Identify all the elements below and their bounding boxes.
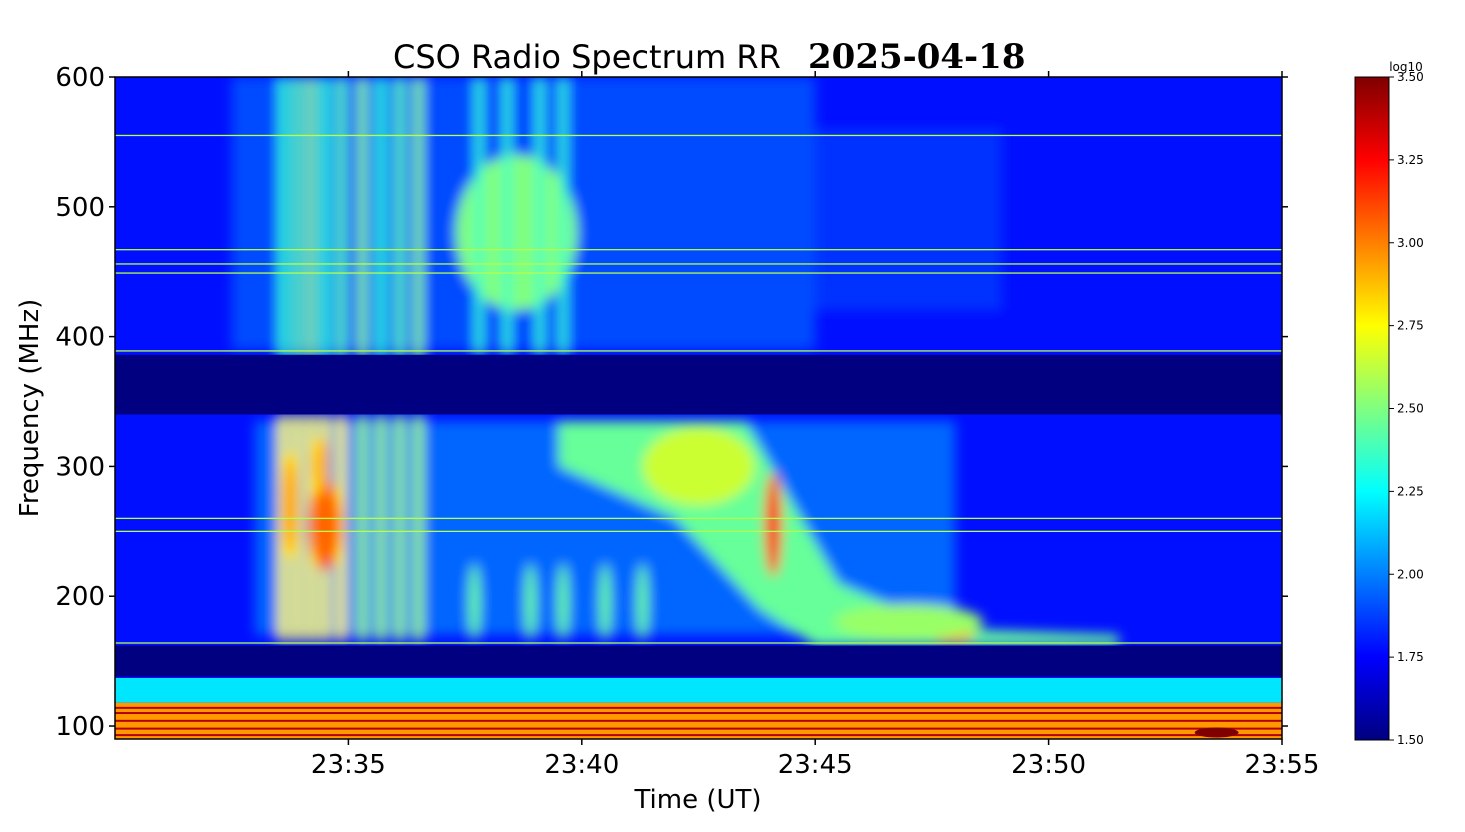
broadband-emission bbox=[455, 154, 578, 311]
burst-stripe-upper bbox=[337, 77, 346, 363]
colorbar-tick-label: 1.75 bbox=[1397, 650, 1424, 664]
burst-peak-2 bbox=[283, 453, 298, 558]
burst-peak-1 bbox=[308, 479, 342, 571]
emission-layer bbox=[231, 77, 1119, 646]
rfi-line bbox=[115, 727, 1282, 730]
x-tick-label: 23:50 bbox=[1011, 750, 1086, 780]
burst-peak-3 bbox=[311, 437, 329, 495]
chart-title: CSO Radio Spectrum RR bbox=[393, 38, 781, 76]
colorbar-tick-label: 2.75 bbox=[1397, 319, 1424, 333]
x-axis-label: Time (UT) bbox=[633, 785, 761, 815]
rfi-line bbox=[115, 719, 1282, 722]
burst-stripe-upper bbox=[292, 77, 302, 363]
y-axis-label: Frequency (MHz) bbox=[15, 299, 45, 518]
x-tick-label: 23:40 bbox=[544, 750, 619, 780]
burst-stripe-upper bbox=[376, 77, 386, 363]
colorbar-tick-label: 1.50 bbox=[1397, 733, 1424, 747]
drift-core bbox=[642, 427, 755, 506]
x-tick-label: 23:55 bbox=[1245, 750, 1320, 780]
x-axis: 23:35 23:40 23:45 23:50 23:55 bbox=[311, 71, 1320, 780]
interference-line bbox=[115, 263, 1282, 265]
burst-stripe-lower bbox=[357, 414, 368, 642]
plot-frame bbox=[114, 76, 1283, 740]
burst-stripe-upper bbox=[414, 77, 423, 363]
interference-line bbox=[115, 530, 1282, 533]
y-tick-label: 300 bbox=[55, 452, 105, 482]
interference-line bbox=[115, 517, 1282, 520]
interference-line bbox=[115, 642, 1282, 644]
spectrogram bbox=[115, 77, 1282, 739]
colorbar bbox=[1354, 76, 1390, 741]
burst-stripe-lower bbox=[336, 414, 347, 642]
y-tick-label: 400 bbox=[55, 323, 105, 353]
colorbar-tick-label: 3.50 bbox=[1397, 70, 1424, 84]
broadband-stripe bbox=[503, 77, 511, 357]
small-burst bbox=[524, 563, 537, 642]
y-tick-label: 500 bbox=[55, 193, 105, 223]
colorbar-tick-label: 2.00 bbox=[1397, 567, 1424, 581]
x-tick-label: 23:35 bbox=[311, 750, 386, 780]
burst-stripe-upper bbox=[306, 77, 316, 363]
y-tick-label: 200 bbox=[55, 582, 105, 612]
interference-line bbox=[115, 134, 1282, 137]
y-tick-label: 600 bbox=[55, 63, 105, 93]
colorbar-tick-label: 2.50 bbox=[1397, 402, 1424, 416]
colorbar-tick-label: 3.00 bbox=[1397, 236, 1424, 250]
burst-stripe-lower bbox=[395, 414, 405, 642]
colorbar-ticks: 1.50 1.75 2.00 2.25 2.50 2.75 3.00 3.25 3.50 bbox=[1389, 70, 1424, 747]
colorbar-unit-label: log10 bbox=[1389, 60, 1423, 74]
colorbar-tick-label: 3.25 bbox=[1397, 153, 1424, 167]
burst-stripe-upper bbox=[395, 77, 404, 363]
sharp-layer bbox=[115, 134, 1282, 739]
burst-stripe-lower bbox=[278, 414, 288, 642]
burst-stripe-lower bbox=[413, 414, 424, 642]
broadband-stripe bbox=[536, 77, 544, 357]
rfi-hotspot bbox=[1194, 727, 1239, 738]
rfi-line bbox=[115, 734, 1282, 737]
rfi-band-cyan bbox=[115, 677, 1282, 703]
y-tick-label: 100 bbox=[55, 712, 105, 742]
upper-glow-tail bbox=[815, 128, 1002, 311]
interference-line bbox=[115, 272, 1282, 274]
burst-stripe-lower bbox=[376, 414, 386, 642]
drift-peak bbox=[764, 472, 782, 577]
y-axis: 100 200 300 400 500 600 bbox=[55, 63, 1288, 742]
blocked-band-lower bbox=[115, 645, 1282, 677]
rfi-line bbox=[115, 712, 1282, 715]
small-burst bbox=[599, 563, 611, 642]
small-burst bbox=[636, 563, 649, 642]
small-burst bbox=[468, 563, 481, 642]
burst-stripe-upper bbox=[320, 77, 330, 363]
small-burst bbox=[557, 563, 569, 642]
blocked-band-upper bbox=[115, 354, 1282, 415]
lowfreq-continuum bbox=[833, 604, 984, 641]
colorbar-tick-label: 2.25 bbox=[1397, 484, 1424, 498]
x-tick-label: 23:45 bbox=[778, 750, 853, 780]
burst-stripe-upper bbox=[278, 77, 288, 363]
broadband-stripe bbox=[559, 77, 567, 357]
interference-line bbox=[115, 350, 1282, 352]
burst-stripe-upper bbox=[358, 77, 367, 363]
interference-line bbox=[115, 249, 1282, 251]
burst-stripe-lower bbox=[292, 414, 302, 642]
broadband-stripe bbox=[475, 77, 483, 357]
chart-date: 2025-04-18 bbox=[808, 37, 1025, 77]
rfi-line bbox=[115, 706, 1282, 709]
